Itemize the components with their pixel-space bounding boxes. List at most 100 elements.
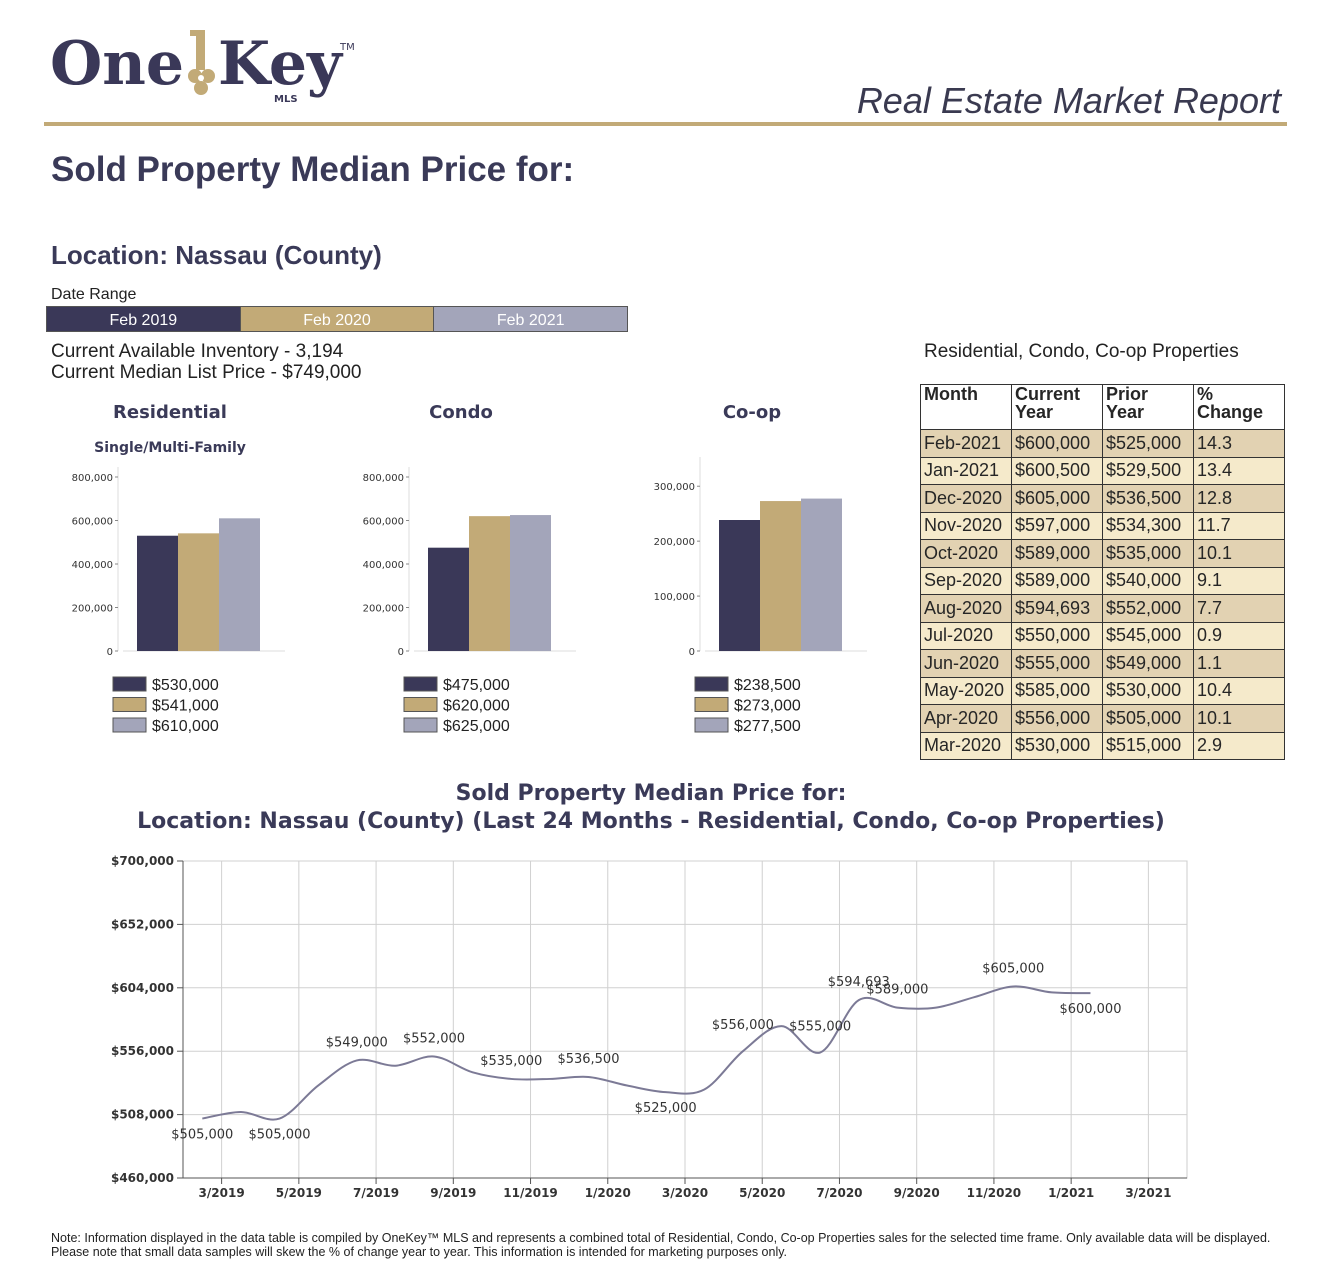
x-tick-label: 1/2020 bbox=[585, 1186, 631, 1200]
y-tick-label: 100,000 bbox=[654, 592, 695, 603]
legend-swatch bbox=[694, 676, 729, 692]
inventory-summary: Current Available Inventory - 3,194 Curr… bbox=[51, 341, 362, 383]
cell-prior-year: $552,000 bbox=[1102, 594, 1194, 623]
x-tick-label: 3/2021 bbox=[1125, 1186, 1171, 1200]
y-tick-label: $652,000 bbox=[111, 917, 174, 931]
table-row: Dec-2020 $605,000 $536,500 12.8 bbox=[920, 484, 1285, 513]
logo-one-text: One bbox=[50, 29, 184, 99]
cell-month: Dec-2020 bbox=[920, 484, 1012, 513]
x-tick-label: 7/2019 bbox=[353, 1186, 399, 1200]
data-label: $555,000 bbox=[789, 1020, 851, 1035]
cell-prior-year: $525,000 bbox=[1102, 429, 1194, 458]
x-tick-label: 5/2019 bbox=[276, 1186, 322, 1200]
cell-prior-year: $505,000 bbox=[1102, 704, 1194, 733]
cell-current-year: $550,000 bbox=[1011, 621, 1103, 650]
y-tick-label: 800,000 bbox=[72, 473, 113, 484]
bar-charts: Residential Single/Multi-Family 0 200,000 40… bbox=[72, 402, 867, 735]
bar-feb-2020 bbox=[178, 533, 219, 651]
cell-current-year: $594,693 bbox=[1011, 594, 1103, 623]
y-tick-label: 400,000 bbox=[72, 560, 113, 571]
bar-chart-2: Co-op 0 100,000 200,000 300,000 $238,500 $273,… bbox=[654, 402, 867, 735]
column-header-percent-change: % Change bbox=[1193, 384, 1285, 430]
data-label: $605,000 bbox=[982, 961, 1044, 976]
legend-swatch bbox=[112, 717, 147, 733]
table-row: Aug-2020 $594,693 $552,000 7.7 bbox=[920, 594, 1285, 623]
bar-feb-2021 bbox=[219, 518, 260, 651]
cell-percent-change: 11.7 bbox=[1193, 511, 1285, 540]
cell-month: Feb-2021 bbox=[920, 429, 1012, 458]
cell-prior-year: $515,000 bbox=[1102, 731, 1194, 760]
data-label: $556,000 bbox=[712, 1018, 774, 1033]
legend-swatch bbox=[112, 697, 147, 712]
cell-month: Jan-2021 bbox=[920, 456, 1012, 485]
header-divider bbox=[44, 122, 1287, 126]
legend-label: $475,000 bbox=[443, 677, 510, 694]
legend-label: $273,000 bbox=[734, 698, 801, 715]
available-inventory: Current Available Inventory - 3,194 bbox=[51, 341, 344, 362]
table-row: Sep-2020 $589,000 $540,000 9.1 bbox=[920, 566, 1285, 595]
data-label: $525,000 bbox=[635, 1101, 697, 1116]
y-tick-label: 600,000 bbox=[72, 517, 113, 528]
y-tick-label: $700,000 bbox=[111, 854, 174, 868]
cell-month: Oct-2020 bbox=[920, 539, 1012, 568]
bar-feb-2020 bbox=[760, 501, 801, 651]
y-tick-label: 200,000 bbox=[654, 537, 695, 548]
key-icon bbox=[188, 30, 215, 95]
data-label: $552,000 bbox=[403, 1031, 465, 1046]
cell-month: Mar-2020 bbox=[920, 731, 1012, 760]
cell-month: Nov-2020 bbox=[920, 511, 1012, 540]
table-caption: Residential, Condo, Co-op Properties bbox=[924, 341, 1239, 362]
cell-current-year: $556,000 bbox=[1011, 704, 1103, 733]
table-row: Oct-2020 $589,000 $535,000 10.1 bbox=[920, 539, 1285, 568]
y-tick-label: 200,000 bbox=[363, 604, 404, 615]
bar-chart-0: Residential Single/Multi-Family 0 200,000 40… bbox=[72, 402, 285, 735]
bar-chart-title: Co-op bbox=[723, 402, 781, 423]
cell-current-year: $605,000 bbox=[1011, 484, 1103, 513]
data-label: $535,000 bbox=[480, 1054, 542, 1069]
cell-current-year: $600,500 bbox=[1011, 456, 1103, 485]
y-tick-label: $460,000 bbox=[111, 1171, 174, 1185]
legend-label: $238,500 bbox=[734, 677, 801, 694]
legend-label: $610,000 bbox=[152, 718, 219, 735]
bar-feb-2021 bbox=[510, 515, 551, 651]
legend-swatch bbox=[694, 697, 729, 712]
y-tick-label: 0 bbox=[107, 647, 113, 658]
column-header-current-year: Current Year bbox=[1011, 384, 1103, 430]
cell-prior-year: $545,000 bbox=[1102, 621, 1194, 650]
table-row: Mar-2020 $530,000 $515,000 2.9 bbox=[920, 731, 1285, 760]
cell-current-year: $555,000 bbox=[1011, 649, 1103, 678]
logo-mls-text: MLS bbox=[274, 94, 298, 105]
data-label: $600,000 bbox=[1059, 1002, 1121, 1017]
legend-swatch bbox=[112, 676, 147, 692]
cell-prior-year: $534,300 bbox=[1102, 511, 1194, 540]
page-title: Sold Property Median Price for: bbox=[51, 150, 575, 189]
x-tick-label: 11/2020 bbox=[967, 1186, 1021, 1200]
legend-swatch bbox=[403, 697, 438, 712]
date-range-segment-2019: Feb 2019 bbox=[47, 307, 240, 331]
x-tick-label: 3/2020 bbox=[662, 1186, 708, 1200]
table-row: Feb-2021 $600,000 $525,000 14.3 bbox=[920, 429, 1285, 458]
legend-swatch bbox=[694, 717, 729, 733]
legend-label: $277,500 bbox=[734, 718, 801, 735]
cell-month: Apr-2020 bbox=[920, 704, 1012, 733]
bar-feb-2019 bbox=[428, 547, 469, 651]
y-tick-label: 0 bbox=[689, 647, 695, 658]
line-chart: Sold Property Median Price for: Location:… bbox=[111, 781, 1188, 1200]
cell-prior-year: $529,500 bbox=[1102, 456, 1194, 485]
bar-feb-2019 bbox=[719, 520, 760, 651]
cell-month: Sep-2020 bbox=[920, 566, 1012, 595]
cell-percent-change: 1.1 bbox=[1193, 649, 1285, 678]
bar-feb-2021 bbox=[801, 498, 842, 651]
onekey-mls-logo: One Key TM MLS bbox=[50, 29, 355, 105]
date-range-bar: Feb 2019 Feb 2020 Feb 2021 bbox=[46, 306, 628, 332]
logo-tm-text: TM bbox=[339, 42, 355, 53]
legend-label: $541,000 bbox=[152, 698, 219, 715]
y-tick-label: 0 bbox=[398, 647, 404, 658]
bar-chart-subtitle: Single/Multi-Family bbox=[94, 440, 246, 456]
x-tick-label: 1/2021 bbox=[1048, 1186, 1094, 1200]
cell-percent-change: 10.4 bbox=[1193, 676, 1285, 705]
line-chart-subtitle: Location: Nassau (County) (Last 24 Month… bbox=[137, 809, 1165, 834]
cell-percent-change: 2.9 bbox=[1193, 731, 1285, 760]
cell-month: Jun-2020 bbox=[920, 649, 1012, 678]
x-tick-label: 7/2020 bbox=[816, 1186, 862, 1200]
